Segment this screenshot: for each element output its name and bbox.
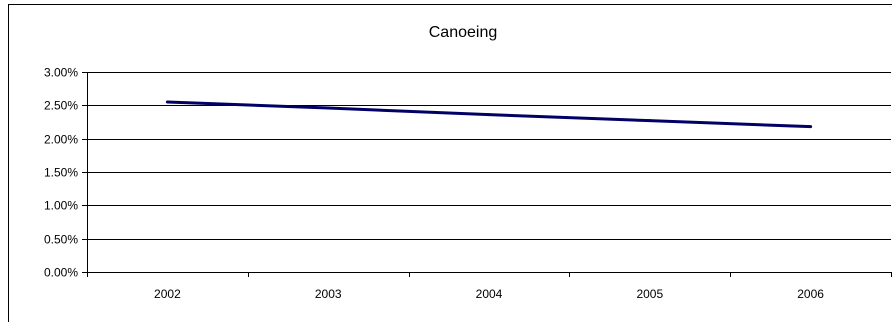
y-tick-label: 0.50%: [44, 233, 78, 247]
x-tick-label: 2003: [315, 287, 342, 301]
y-axis-tick-labels: 0.00% 0.50% 1.00% 1.50% 2.00% 2.50% 3.00%: [44, 66, 78, 280]
data-point: [326, 106, 330, 110]
data-point: [648, 119, 652, 123]
x-tick-label: 2002: [154, 287, 181, 301]
chart-frame: Canoeing 0.00% 0.50% 1.00% 1.50% 2.00% 2.50% 3…: [8, 4, 892, 322]
series-layer: [165, 100, 813, 129]
y-tick-label: 0.00%: [44, 266, 78, 280]
y-tick-label: 1.50%: [44, 166, 78, 180]
y-tick-label: 2.50%: [44, 99, 78, 113]
y-tick-label: 3.00%: [44, 66, 78, 80]
y-tick-label: 2.00%: [44, 133, 78, 147]
data-point: [487, 113, 491, 117]
line-chart: Canoeing 0.00% 0.50% 1.00% 1.50% 2.00% 2.50% 3…: [44, 24, 892, 301]
x-axis-tick-labels: 2002 2003 2004 2005 2006: [154, 287, 824, 301]
chart-title: Canoeing: [429, 24, 498, 41]
data-point: [809, 125, 813, 129]
data-point: [165, 100, 169, 104]
x-tick-label: 2005: [636, 287, 663, 301]
x-tick-label: 2004: [476, 287, 503, 301]
x-tick-label: 2006: [797, 287, 824, 301]
axes: [82, 72, 892, 277]
y-tick-label: 1.00%: [44, 199, 78, 213]
